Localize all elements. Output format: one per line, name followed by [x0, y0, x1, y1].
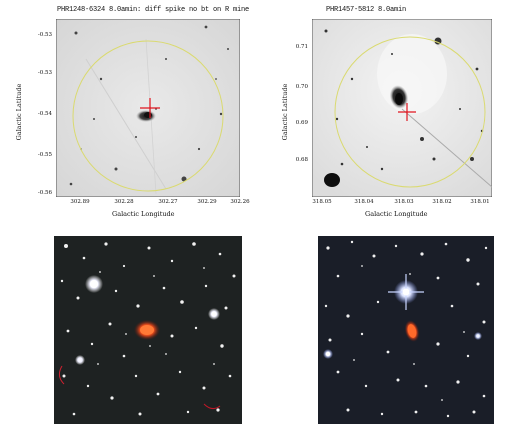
y-axis-label: Galactic Latitude	[15, 83, 23, 141]
y-tick: 0.70	[295, 84, 308, 90]
y-tick: -0.56	[37, 190, 52, 196]
y-axis-label: Galactic Latitude	[281, 83, 289, 141]
panel-title: PHR1248-6324 8.0amin: diff spike no bt o…	[57, 6, 250, 14]
y-tick: 0.69	[295, 120, 308, 126]
x-tick: 318.04	[354, 199, 374, 205]
greyscale-image-2	[312, 19, 492, 197]
x-axis-label: Galactic Longitude	[112, 210, 175, 218]
x-tick: 302.26	[230, 199, 250, 205]
greyscale-image-1	[56, 19, 240, 197]
y-tick: 0.68	[295, 157, 308, 163]
x-tick: 318.05	[312, 199, 332, 205]
panel-top-left: PHR1248-6324 8.0amin: diff spike no bt o…	[0, 0, 260, 230]
y-tick: -0.55	[37, 152, 52, 158]
x-tick: 302.28	[114, 199, 134, 205]
panel-top-right: PHR1457-5812 8.0amin	[260, 0, 517, 230]
x-axis-label: Galactic Longitude	[365, 210, 428, 218]
x-tick: 318.01	[470, 199, 490, 205]
y-tick: -0.54	[37, 111, 52, 117]
colour-image-2	[318, 236, 494, 424]
x-tick: 302.29	[197, 199, 217, 205]
colour-image-1	[54, 236, 242, 424]
x-tick: 302.89	[70, 199, 90, 205]
x-tick: 302.27	[158, 199, 178, 205]
x-tick: 318.02	[432, 199, 452, 205]
panel-title: PHR1457-5812 8.0amin	[326, 6, 407, 14]
y-tick: -0.53	[37, 32, 52, 38]
x-tick: 318.03	[394, 199, 414, 205]
y-tick: 0.71	[295, 44, 308, 50]
y-tick: -0.53	[37, 70, 52, 76]
